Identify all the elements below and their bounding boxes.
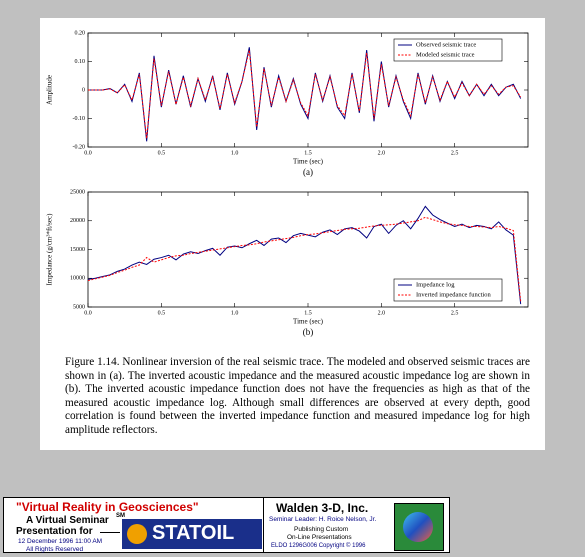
x-tick-label: 2.0 xyxy=(378,150,386,156)
y-tick-label: 0.20 xyxy=(75,30,86,36)
legend-label: Observed seismic trace xyxy=(416,41,476,48)
x-tick-label: 2.0 xyxy=(378,310,386,316)
x-tick-label: 1.5 xyxy=(304,150,312,156)
client-logo: STATOIL xyxy=(122,519,262,549)
copyright: ELDO 1296G006 Copyright © 1996 xyxy=(271,543,366,549)
y-tick-label: 0.10 xyxy=(75,59,86,65)
legend-label: Modeled seismic trace xyxy=(416,51,475,58)
x-tick-label: 2.5 xyxy=(451,310,459,316)
publishing: Publishing Custom xyxy=(294,526,349,533)
panel-label: (b) xyxy=(303,327,314,337)
x-tick-label: 0.5 xyxy=(158,150,166,156)
y-tick-label: 5000 xyxy=(73,304,85,310)
series-line xyxy=(87,216,522,302)
x-tick-label: 0.0 xyxy=(84,310,92,316)
charts: -0.20 -0.10 0 0.10 0.20 0.0 0.5 1.0 1.5 2.0 2.5 Tim… xyxy=(46,30,529,337)
divider xyxy=(263,498,264,552)
y-tick-label: -0.20 xyxy=(73,144,86,150)
y-tick-label: 10000 xyxy=(70,276,85,282)
y-axis-label: Impedance (g/cm³*ft/sec) xyxy=(46,213,54,286)
rights: All Rights Reserved xyxy=(26,546,84,553)
x-tick-label: 0.5 xyxy=(158,310,166,316)
caption: Figure 1.14. Nonlinear inversion of the … xyxy=(65,356,530,436)
legend-box xyxy=(393,38,503,62)
leader: Seminar Leader: H. Roice Nelson, Jr. xyxy=(269,516,377,523)
seminar-subtitle: A Virtual Seminar xyxy=(26,515,109,526)
y-tick-label: 15000 xyxy=(70,247,85,253)
y-tick-label: 25000 xyxy=(70,189,85,195)
y-axis-label: Amplitude xyxy=(46,75,54,105)
footer-banner: "Virtual Reality in Geosciences" A Virtu… xyxy=(3,497,450,553)
x-tick-label: 0.0 xyxy=(84,150,92,156)
x-tick-label: 1.0 xyxy=(231,310,239,316)
company: Walden 3-D, Inc. xyxy=(276,501,369,515)
online: On-Line Presentations xyxy=(287,534,352,541)
presentation-for: Presentation for xyxy=(16,526,93,537)
logo-drop xyxy=(127,524,147,544)
legend-label: Impedance log xyxy=(416,281,455,288)
figure-panel xyxy=(40,18,545,450)
x-tick-label: 1.5 xyxy=(304,310,312,316)
client-name: STATOIL xyxy=(152,522,235,544)
date: 12 December 1996 11:00 AM xyxy=(18,538,103,545)
legend-label: Inverted impedance function xyxy=(416,291,491,298)
seminar-title: "Virtual Reality in Geosciences" xyxy=(16,500,199,514)
service-mark: SM xyxy=(116,513,125,519)
y-tick-label: 0 xyxy=(82,87,85,93)
arrow xyxy=(100,532,120,533)
panel-label: (a) xyxy=(303,167,313,177)
x-axis-label: Time (sec) xyxy=(293,318,324,326)
x-tick-label: 1.0 xyxy=(231,150,239,156)
globe xyxy=(403,512,433,542)
globe-logo xyxy=(394,503,444,551)
y-tick-label: 20000 xyxy=(70,218,85,224)
y-tick-label: -0.10 xyxy=(73,116,86,122)
series-line xyxy=(88,49,522,139)
x-tick-label: 2.5 xyxy=(451,150,459,156)
x-axis-label: Time (sec) xyxy=(293,158,324,166)
legend-box xyxy=(393,278,503,302)
